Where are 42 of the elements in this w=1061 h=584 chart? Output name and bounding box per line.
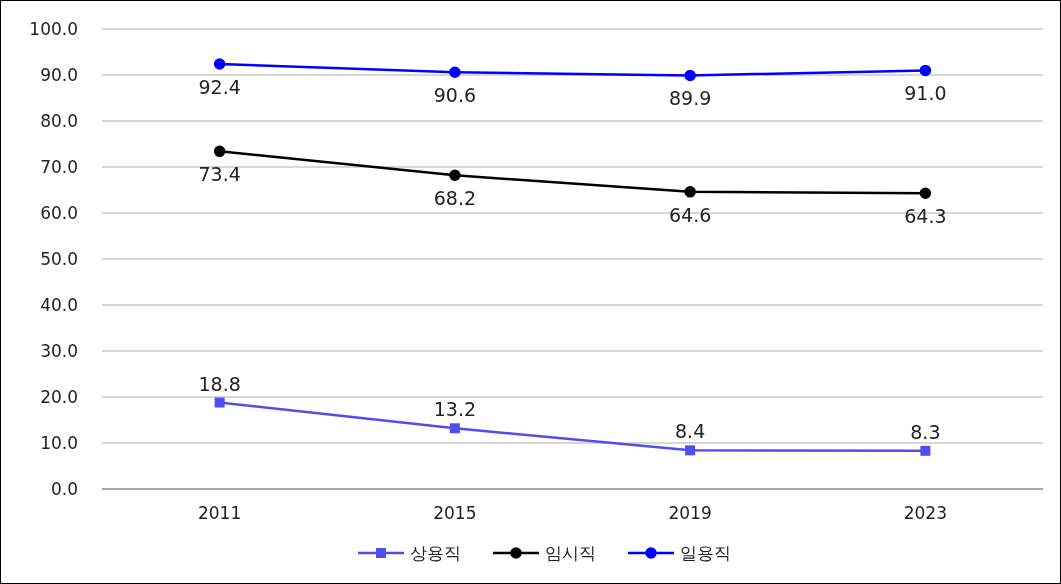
data-label: 13.2 — [433, 398, 477, 421]
data-label: 92.4 — [198, 75, 241, 98]
point — [213, 145, 226, 158]
legend-label: 임시직 — [545, 542, 596, 563]
data-label: 68.2 — [433, 187, 477, 210]
y-tick-label: 100.0 — [29, 18, 78, 39]
y-tick-label: 0.0 — [50, 478, 78, 499]
point — [919, 187, 932, 199]
point — [685, 445, 696, 456]
data-label: 64.3 — [904, 205, 947, 228]
x-tick-label: 2015 — [433, 503, 477, 523]
data-label: 18.8 — [198, 372, 241, 395]
data-label: 89.9 — [668, 87, 712, 110]
y-tick-label: 80.0 — [40, 110, 78, 131]
x-tick-label: 2011 — [197, 503, 242, 523]
point — [449, 66, 461, 78]
y-tick-label: 40.0 — [40, 294, 78, 315]
point — [213, 58, 226, 70]
y-tick-label: 30.0 — [40, 340, 78, 361]
y-tick-label: 60.0 — [40, 202, 78, 223]
y-tick-label: 90.0 — [40, 64, 78, 85]
y-tick-label: 20.0 — [40, 386, 78, 407]
data-label: 91.0 — [904, 82, 947, 105]
x-tick-label: 2019 — [668, 503, 712, 523]
x-tick-label: 2023 — [903, 503, 948, 523]
data-label: 73.4 — [198, 163, 241, 186]
point — [449, 423, 460, 434]
y-tick-label: 10.0 — [40, 432, 78, 453]
data-label: 8.4 — [675, 420, 706, 443]
point — [920, 445, 931, 456]
point — [449, 169, 461, 182]
point — [684, 69, 696, 82]
data-label: 8.3 — [910, 420, 941, 443]
data-label: 90.6 — [433, 84, 477, 107]
point — [919, 64, 932, 77]
point — [214, 397, 225, 408]
legend-label: 상용직 — [410, 542, 461, 563]
data-label: 64.6 — [668, 203, 712, 226]
point — [684, 186, 696, 198]
y-tick-label: 50.0 — [40, 248, 78, 269]
legend-label: 일용직 — [680, 542, 731, 563]
y-tick-label: 70.0 — [40, 156, 78, 177]
